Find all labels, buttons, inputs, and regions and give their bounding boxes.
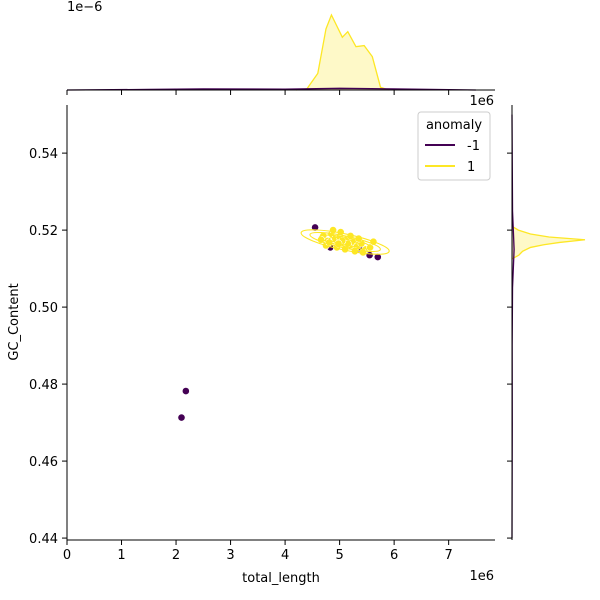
x-tick-label: 1: [117, 548, 125, 563]
legend-label-neg1: -1: [467, 139, 480, 154]
top-marginal-offset-label: 1e−6: [67, 0, 102, 15]
kde-contour-ring: [309, 231, 381, 253]
scatter-point-neg1: [181, 387, 190, 395]
kde-contour-ring: [328, 237, 362, 248]
axis-ticks: 0 1 2 3 4 5 6 7 0.44 0.46 0.48 0.50 0.52 0.54: [29, 90, 512, 563]
right-density-line: [511, 225, 586, 260]
kde-contour-ring: [319, 234, 372, 250]
kde-contour-ring: [300, 229, 390, 255]
scatter-points: [177, 223, 382, 422]
y-tick-label: 0.52: [29, 224, 58, 239]
top-density-line: [295, 13, 389, 91]
y-tick-label: 0.44: [29, 532, 58, 547]
legend-label-1: 1: [467, 160, 475, 175]
x-tick-label: 6: [390, 548, 398, 563]
top-marginal-density: [66, 13, 476, 91]
top-density-fill: [295, 15, 389, 90]
x-tick-label: 3: [226, 548, 234, 563]
scatter-point-neg1: [311, 223, 319, 232]
y-tick-label: 0.50: [29, 301, 58, 316]
x-tick-label: 7: [445, 548, 453, 563]
scatter-point-1: [329, 226, 337, 235]
legend: anomaly -1 1: [417, 111, 491, 181]
scatter-point-neg1: [373, 253, 382, 261]
x-axis-label: total_length: [242, 571, 320, 586]
x-tick-label: 4: [281, 548, 289, 563]
y-tick-label: 0.46: [29, 455, 58, 470]
main-axes: [66, 89, 513, 541]
kde-contour: [300, 229, 390, 255]
x-offset-label: 1e6: [469, 569, 494, 584]
legend-title: anomaly: [426, 118, 482, 133]
scatter-point-neg1: [177, 413, 186, 422]
x-tick-label: 5: [335, 548, 343, 563]
top-density-line: [66, 87, 476, 91]
x-tick-label: 0: [63, 548, 71, 563]
y-axis-label: GC_Content: [7, 283, 22, 360]
y-tick-label: 0.48: [29, 378, 58, 393]
y-tick-label: 0.54: [29, 147, 58, 162]
right-marginal-offset-label: 1e6: [469, 94, 494, 109]
right-marginal-density: [511, 114, 586, 539]
x-tick-label: 2: [172, 548, 180, 563]
